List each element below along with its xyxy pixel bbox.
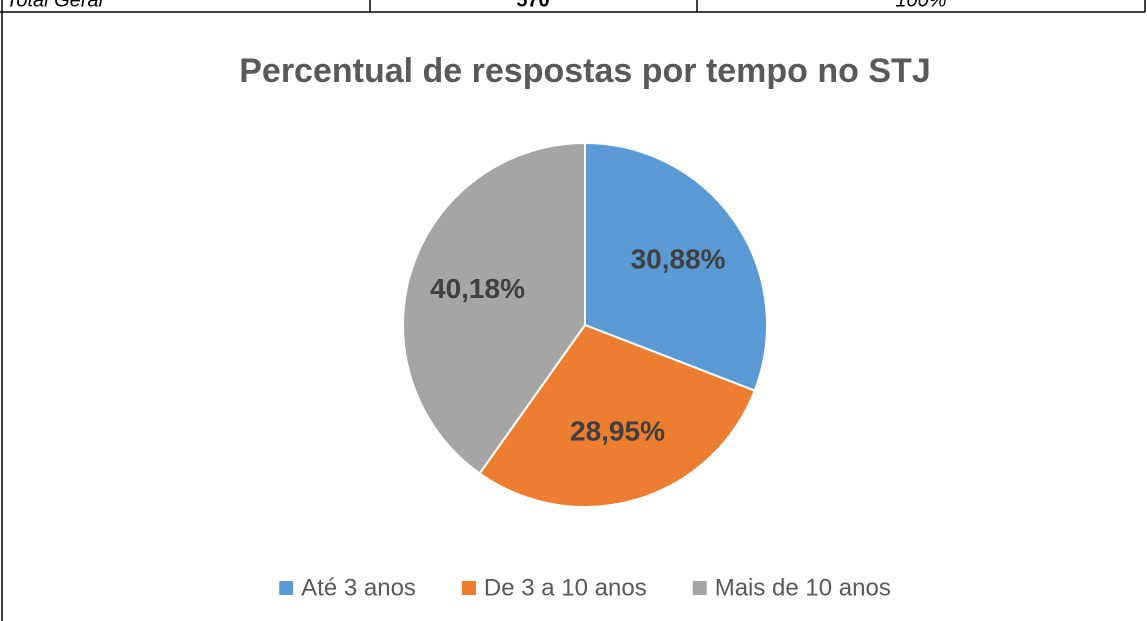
pie-slice (402, 141, 586, 475)
pie-slice (478, 323, 757, 508)
table-cell: 100% (895, 0, 946, 11)
legend-label: Mais de 10 anos (715, 574, 891, 601)
data-label: 28,95% (570, 415, 665, 446)
pie-slice (584, 141, 768, 392)
table-cell: 570 (516, 0, 549, 11)
data-label: 30,88% (631, 244, 726, 275)
legend-label: De 3 a 10 anos (484, 574, 647, 601)
table-cell: Total Geral (6, 0, 104, 11)
legend-swatch (279, 581, 294, 595)
legend-label: Até 3 anos (301, 574, 416, 601)
data-label: 40,18% (430, 273, 525, 304)
chart-title: Percentual de respostas por tempo no STJ (239, 52, 931, 90)
legend-swatch (461, 581, 476, 595)
table: Total Geral 570 100% (0, 0, 1146, 13)
legend-swatch (692, 581, 707, 595)
